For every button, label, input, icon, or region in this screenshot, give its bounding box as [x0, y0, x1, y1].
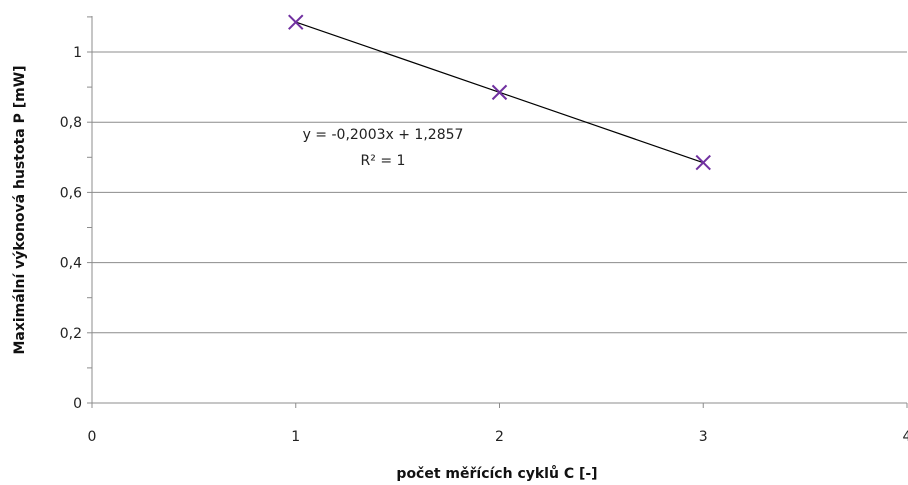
- y-tick-label-3: 0,6: [60, 185, 82, 201]
- tick-labels: 0 0,2 0,4 0,6 0,8 1 0 1 2 3 4: [60, 45, 908, 445]
- x-tick-label-3: 3: [699, 429, 708, 445]
- y-tick-label-1: 0,2: [60, 326, 82, 342]
- data-point-1: [491, 84, 508, 101]
- x-axis-title: počet měřících cyklů C [-]: [396, 465, 597, 482]
- data-points: [288, 14, 711, 171]
- marker-stroke: [288, 14, 304, 30]
- grid: [92, 51, 907, 334]
- y-tick-label-4: 0,8: [60, 115, 82, 131]
- y-tick-label-2: 0,4: [60, 256, 82, 272]
- data-point-0: [288, 14, 304, 30]
- x-tick-label-2: 2: [495, 429, 504, 445]
- data-point-2: [695, 154, 711, 171]
- x-tick-label-0: 0: [88, 429, 97, 445]
- axes: [87, 16, 908, 408]
- trendline-equation: y = -0,2003x + 1,2857: [303, 127, 464, 143]
- y-axis-title: Maximální výkonová hustota P [mW]: [12, 65, 28, 354]
- marker-stroke: [491, 84, 508, 101]
- x-tick-label-4: 4: [903, 429, 908, 445]
- marker-stroke: [695, 154, 711, 171]
- trendline-r-squared: R² = 1: [361, 153, 406, 169]
- y-tick-label-0: 0: [73, 396, 82, 412]
- x-tick-label-1: 1: [291, 429, 300, 445]
- y-tick-label-5: 1: [73, 45, 82, 61]
